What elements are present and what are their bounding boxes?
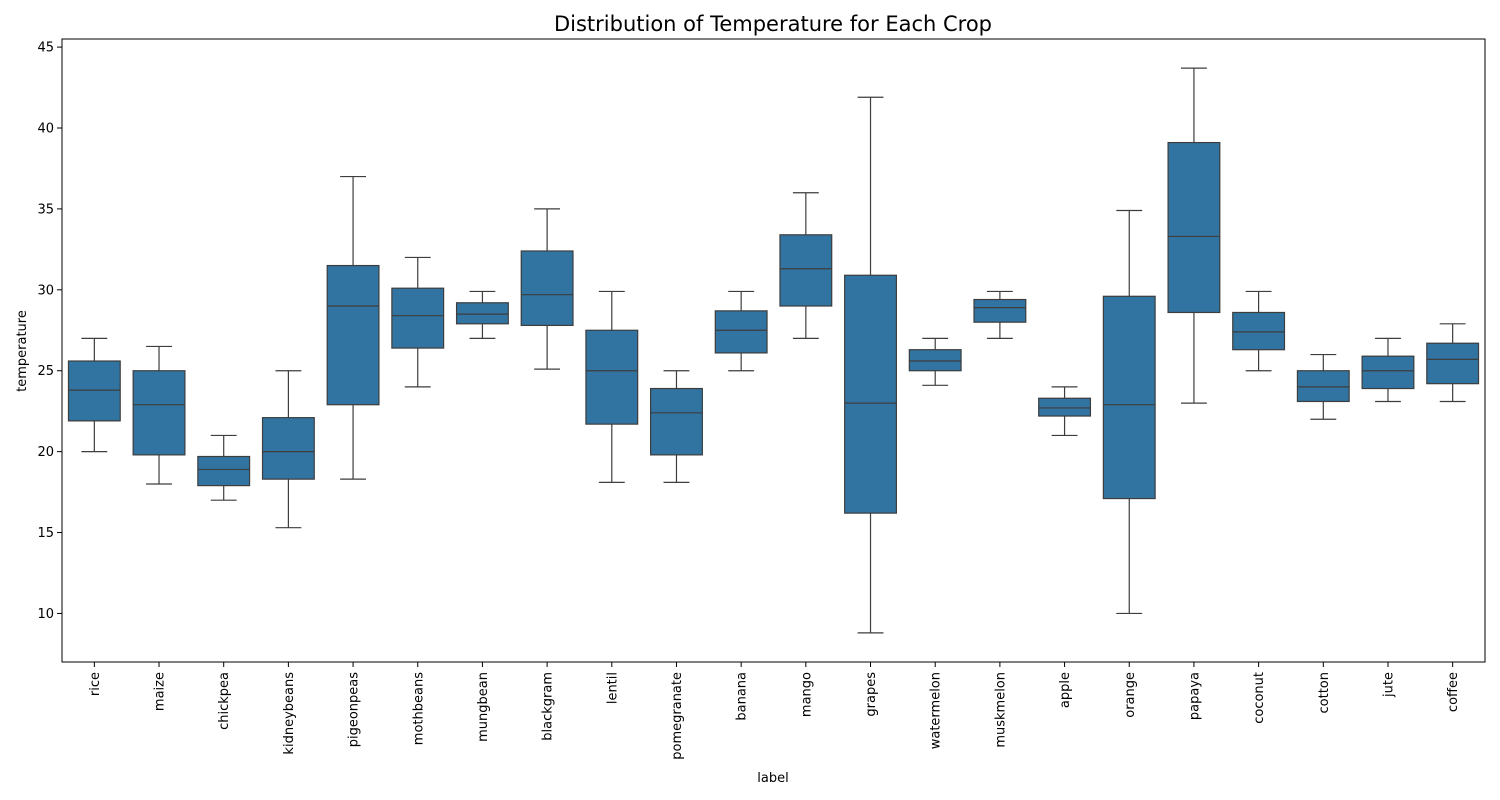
- y-axis-label: temperature: [15, 310, 30, 392]
- box-apple: [1038, 386, 1092, 437]
- box-cotton: [1296, 353, 1350, 420]
- box-muskmelon: [973, 290, 1027, 339]
- x-tick-label: mango: [799, 672, 814, 717]
- box-body: [391, 287, 445, 349]
- plot-frame: [61, 38, 1486, 663]
- box-body: [455, 302, 509, 325]
- y-tick-label: 15: [37, 526, 54, 541]
- x-tick-label: watermelon: [929, 672, 944, 749]
- y-tick-label: 45: [37, 41, 54, 56]
- box-body: [1426, 342, 1480, 385]
- x-tick-label: papaya: [1187, 672, 1202, 720]
- box-body: [844, 274, 897, 514]
- x-tick-label: orange: [1123, 672, 1138, 718]
- box-mothbeans: [391, 256, 445, 388]
- box-body: [197, 455, 251, 487]
- box-mango: [779, 192, 833, 339]
- x-tick-label: muskmelon: [993, 672, 1008, 748]
- box-body: [1296, 370, 1350, 403]
- x-tick-label: chickpea: [217, 672, 232, 730]
- x-tick-label: blackgram: [541, 672, 556, 741]
- x-tick-label: mungbean: [476, 672, 491, 742]
- box-papaya: [1167, 67, 1221, 404]
- box-body: [973, 298, 1027, 323]
- y-tick-label: 30: [37, 283, 54, 298]
- box-grapes: [844, 96, 897, 634]
- x-tick-label: kidneybeans: [282, 672, 297, 755]
- box-pomegranate: [650, 370, 703, 483]
- x-tick-label: grapes: [864, 672, 879, 717]
- box-body: [326, 264, 380, 406]
- box-body: [1361, 355, 1415, 390]
- plot-area: [67, 67, 1480, 634]
- box-rice: [67, 337, 121, 453]
- box-body: [1167, 141, 1221, 314]
- y-tick-label: 20: [37, 445, 54, 460]
- x-axis-label: label: [757, 771, 788, 786]
- y-tick-label: 35: [37, 202, 54, 217]
- box-body: [1232, 311, 1286, 351]
- x-tick-label: rice: [88, 672, 103, 696]
- box-kidneybeans: [261, 370, 315, 529]
- x-tick-label: cotton: [1317, 672, 1332, 714]
- x-tick-label: jute: [1381, 672, 1396, 698]
- x-tick-label: coconut: [1252, 672, 1267, 724]
- box-jute: [1361, 337, 1415, 403]
- box-body: [714, 310, 768, 354]
- box-body: [132, 370, 186, 456]
- box-body: [67, 360, 121, 422]
- box-blackgram: [520, 208, 574, 370]
- x-tick-label: lentil: [605, 672, 620, 704]
- box-coconut: [1232, 290, 1286, 372]
- chart-title: Distribution of Temperature for Each Cro…: [554, 12, 992, 36]
- box-banana: [714, 290, 768, 372]
- y-tick-label: 25: [37, 364, 54, 379]
- x-tick-label: pigeonpeas: [347, 672, 362, 748]
- box-body: [779, 234, 833, 307]
- y-axis: 10 15 20 25 30 35 40 45: [37, 41, 62, 622]
- x-tick-label: apple: [1058, 672, 1073, 708]
- box-body: [908, 349, 962, 372]
- box-body: [650, 387, 703, 456]
- y-tick-label: 10: [37, 607, 54, 622]
- box-watermelon: [908, 337, 962, 386]
- x-tick-label: mothbeans: [411, 672, 426, 745]
- y-tick-label: 40: [37, 122, 54, 137]
- x-tick-label: maize: [153, 672, 168, 711]
- box-body: [1038, 397, 1092, 417]
- box-body: [585, 329, 639, 425]
- box-chickpea: [197, 434, 251, 501]
- x-tick-label: banana: [735, 672, 750, 721]
- box-lentil: [585, 290, 639, 483]
- box-mungbean: [455, 290, 509, 339]
- x-tick-label: pomegranate: [670, 672, 685, 760]
- x-tick-label: coffee: [1446, 672, 1461, 712]
- box-body: [1102, 295, 1156, 500]
- box-orange: [1102, 209, 1156, 615]
- box-body: [261, 417, 315, 480]
- x-axis: rice maize chickpea kidneybeans pigeonpeas mo…: [88, 662, 1461, 760]
- box-coffee: [1426, 323, 1480, 403]
- box-maize: [132, 345, 186, 485]
- box-pigeonpeas: [326, 175, 380, 480]
- box-body: [520, 250, 574, 327]
